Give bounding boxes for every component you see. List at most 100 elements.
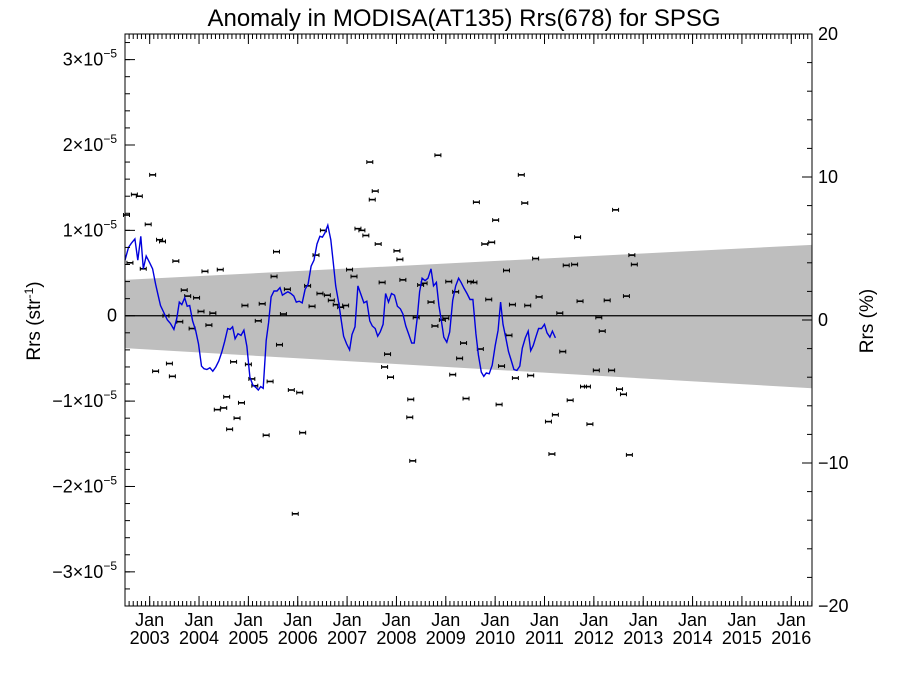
data-point <box>368 197 376 202</box>
data-point <box>472 200 480 205</box>
data-point <box>498 364 506 369</box>
data-point <box>612 207 620 212</box>
x-tick-year: 2012 <box>574 628 614 648</box>
data-point <box>168 374 176 379</box>
data-point <box>427 300 435 305</box>
x-tick-month: Jan <box>431 610 460 630</box>
data-point <box>275 342 283 347</box>
data-point <box>323 293 331 298</box>
data-point <box>387 375 395 380</box>
left-tick-label: 3×10−5 <box>63 47 118 70</box>
left-tick-mantissa: 0 <box>107 306 117 326</box>
data-point <box>574 235 582 240</box>
data-point <box>172 259 180 264</box>
data-point <box>551 412 559 417</box>
x-tick-month: Jan <box>185 610 214 630</box>
data-point <box>508 302 516 307</box>
left-tick-exponent: −5 <box>103 559 117 573</box>
left-tick-exponent: −5 <box>103 132 117 146</box>
right-tick-label: 0 <box>818 310 828 330</box>
data-point <box>374 242 382 247</box>
right-tick-label: 10 <box>818 167 838 187</box>
data-point <box>571 262 579 267</box>
x-tick-month: Jan <box>530 610 559 630</box>
left-tick-label: −3×10−5 <box>52 559 117 582</box>
data-point <box>562 263 570 268</box>
x-tick-month: Jan <box>333 610 362 630</box>
data-point <box>205 323 213 328</box>
data-point <box>544 419 552 424</box>
anomaly-points-layer <box>122 153 638 516</box>
data-point <box>524 303 532 308</box>
data-point <box>393 248 401 253</box>
x-tick-year: 2016 <box>771 628 811 648</box>
data-point <box>603 298 611 303</box>
x-tick-month: Jan <box>283 610 312 630</box>
data-point <box>625 452 633 457</box>
data-point <box>535 294 543 299</box>
data-point <box>201 269 209 274</box>
x-tick-year: 2006 <box>278 628 318 648</box>
x-tick-month: Jan <box>234 610 263 630</box>
data-point <box>270 274 278 279</box>
data-point <box>409 458 417 463</box>
data-point <box>456 356 464 361</box>
data-point <box>226 427 234 432</box>
data-point <box>586 422 594 427</box>
left-tick-label: 0 <box>107 306 117 326</box>
data-point <box>481 242 489 247</box>
chart-title: Anomaly in MODISA(AT135) Rrs(678) for SP… <box>207 5 720 32</box>
data-point <box>213 407 221 412</box>
data-point <box>362 233 370 238</box>
data-point <box>521 201 529 206</box>
left-tick-exponent: −5 <box>103 473 117 487</box>
data-point <box>273 249 281 254</box>
left-tick-exponent: −5 <box>103 388 117 402</box>
data-point <box>556 311 564 316</box>
data-point <box>262 433 270 438</box>
x-tick-year: 2015 <box>722 628 762 648</box>
data-point <box>576 299 584 304</box>
left-tick-label: 1×10−5 <box>63 217 118 240</box>
data-point <box>342 303 350 308</box>
smoothed-anomaly-line <box>124 222 557 392</box>
x-tick-month: Jan <box>382 610 411 630</box>
data-point <box>149 172 157 177</box>
data-point <box>291 511 299 516</box>
data-point <box>283 287 291 292</box>
data-point <box>548 452 556 457</box>
data-point <box>598 329 606 334</box>
data-point <box>216 267 224 272</box>
left-tick-label: −2×10−5 <box>52 473 117 496</box>
y-axis-label-right: Rrs (%) <box>857 289 878 353</box>
data-point <box>308 304 316 309</box>
data-point <box>381 364 389 369</box>
data-point <box>266 379 274 384</box>
x-tick-month: Jan <box>678 610 707 630</box>
left-tick-exponent: −5 <box>103 47 117 61</box>
data-point <box>452 289 460 294</box>
data-point <box>406 415 414 420</box>
data-point <box>299 430 307 435</box>
data-point <box>460 341 468 346</box>
data-point <box>287 388 295 393</box>
left-tick-label: −1×10−5 <box>52 388 117 411</box>
data-point <box>412 315 420 320</box>
right-tick-label: −20 <box>818 596 849 616</box>
data-point <box>152 369 160 374</box>
data-point <box>566 398 574 403</box>
data-point <box>258 301 266 306</box>
data-point <box>492 218 500 223</box>
x-tick-year: 2013 <box>623 628 663 648</box>
x-tick-year: 2005 <box>228 628 268 648</box>
data-point <box>193 295 201 300</box>
data-point <box>511 376 519 381</box>
data-point <box>470 280 478 285</box>
axes-layer: 3×10−52×10−51×10−50−1×10−5−2×10−5−3×10−5… <box>52 24 848 648</box>
data-point <box>399 277 407 282</box>
data-point <box>180 288 188 293</box>
data-point <box>241 303 249 308</box>
data-point <box>296 390 304 395</box>
x-tick-month: Jan <box>135 610 164 630</box>
left-tick-exponent: −5 <box>103 217 117 231</box>
